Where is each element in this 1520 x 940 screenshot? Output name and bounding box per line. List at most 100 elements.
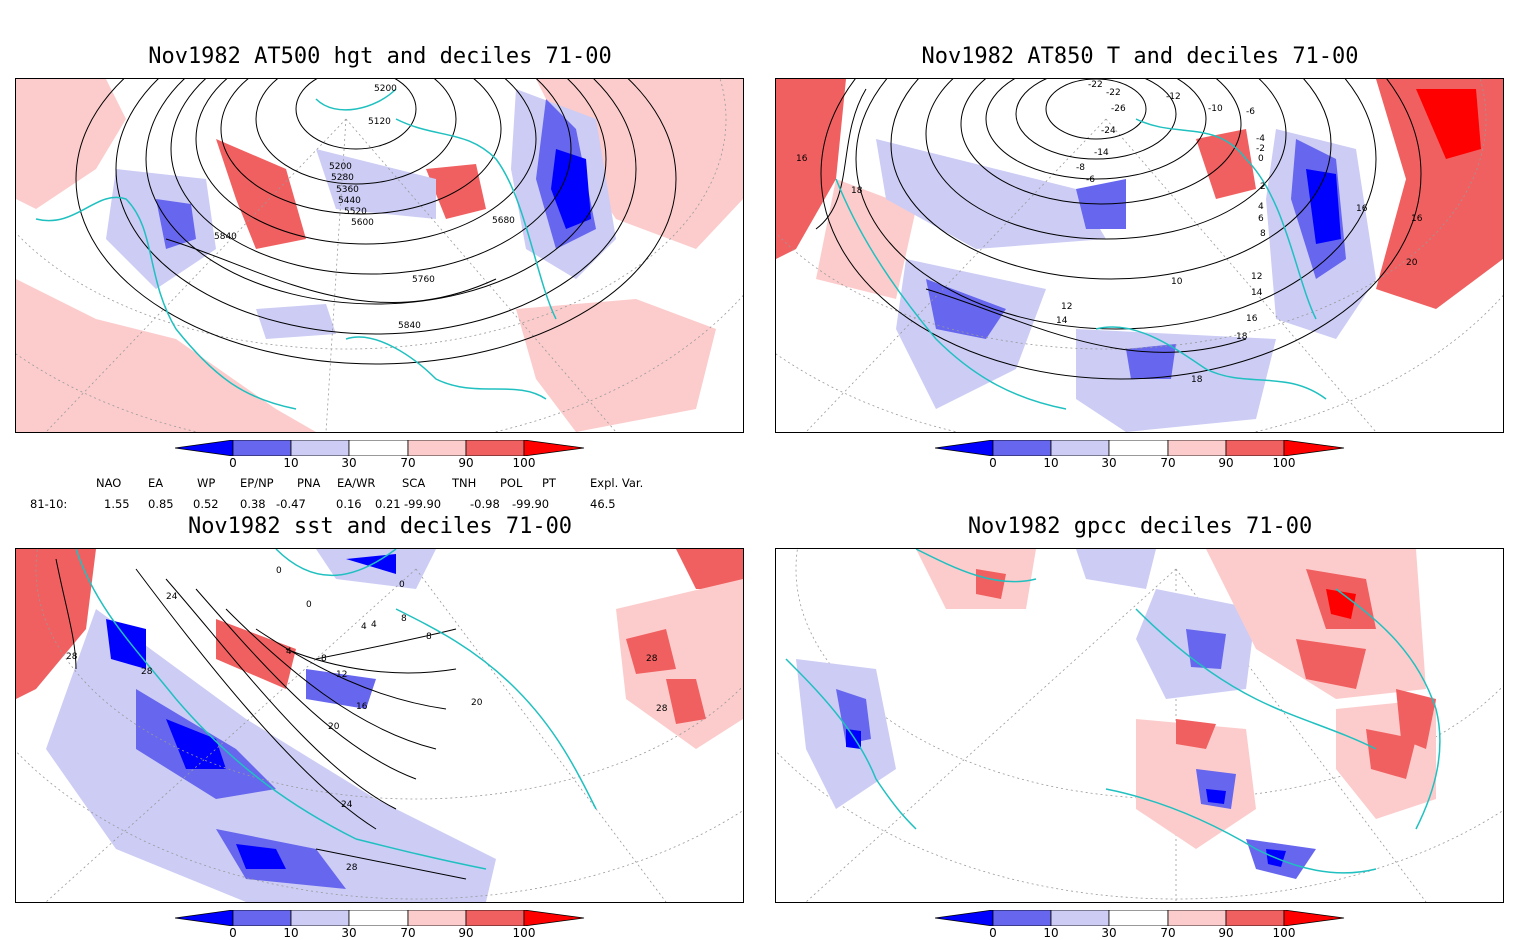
colorbar-segment bbox=[407, 910, 467, 926]
contour-label: 24 bbox=[341, 800, 353, 810]
contour-label: 16 bbox=[1356, 204, 1368, 214]
contour-label: 10 bbox=[1171, 277, 1183, 287]
colorbar-tick-label: 100 bbox=[512, 456, 536, 470]
index-header: PNA bbox=[297, 476, 321, 490]
contour-labels: 5200 5120 5200 5280 5360 5440 5520 5600 … bbox=[214, 84, 515, 331]
colorbar-tick-label: 90 bbox=[1218, 456, 1234, 470]
contour-label: 12 bbox=[1251, 272, 1262, 282]
contour-label: 16 bbox=[356, 702, 368, 712]
index-value: 0.52 bbox=[193, 497, 219, 511]
panel-title-sst: Nov1982 sst and deciles 71-00 bbox=[187, 514, 573, 539]
colorbar-segment bbox=[1167, 440, 1227, 456]
contour-label: 5760 bbox=[412, 275, 435, 285]
colorbar-tick-label: 0 bbox=[989, 456, 997, 470]
index-header: WP bbox=[197, 476, 216, 490]
colorbar-segment bbox=[290, 440, 350, 456]
contour-label: 18 bbox=[1191, 375, 1203, 385]
index-value: 0.85 bbox=[148, 497, 174, 511]
panel-title-hgt500: Nov1982 AT500 hgt and deciles 71-00 bbox=[148, 44, 612, 69]
index-header: SCA bbox=[402, 476, 426, 490]
contour-label: -22 bbox=[1106, 88, 1121, 98]
contour-label: 4 bbox=[286, 647, 292, 657]
colorbar-segment bbox=[407, 440, 467, 456]
colorbar-segment bbox=[175, 440, 234, 456]
index-value: 0.38 bbox=[240, 497, 266, 511]
index-value: 1.55 bbox=[104, 497, 130, 511]
colorbar-segment bbox=[1108, 440, 1169, 456]
contour-label: 16 bbox=[796, 154, 808, 164]
colorbar-tick-label: 100 bbox=[1272, 926, 1296, 940]
contour-label: 0 bbox=[306, 600, 312, 610]
panel-title-t850: Nov1982 AT850 T and deciles 71-00 bbox=[921, 44, 1359, 69]
contour-label: 20 bbox=[328, 722, 340, 732]
colorbar-hgt500 bbox=[175, 440, 585, 456]
contour-label: 28 bbox=[66, 652, 78, 662]
contour-label: -2 bbox=[1256, 144, 1265, 154]
colorbar-segment bbox=[992, 440, 1052, 456]
contour-label: 18 bbox=[851, 186, 863, 196]
index-header: PT bbox=[542, 476, 556, 490]
colorbar-t850 bbox=[935, 440, 1345, 456]
contour-label: 8 bbox=[321, 654, 327, 664]
colorbar-segment bbox=[523, 910, 585, 926]
contour-label: 6 bbox=[1258, 214, 1264, 224]
colorbar-tick-label: 100 bbox=[512, 926, 536, 940]
map-sst-svg: 0 0 0 4 4 8 8 12 16 20 20 24 24 28 28 28… bbox=[16, 549, 743, 902]
colorbar-gpcc bbox=[935, 910, 1345, 926]
colorbar-segment bbox=[465, 440, 525, 456]
colorbar-tick-label: 70 bbox=[400, 926, 416, 940]
colorbar-segment bbox=[992, 910, 1052, 926]
contour-label: 2 bbox=[1260, 182, 1266, 192]
colorbar-tick-label: 10 bbox=[1043, 926, 1059, 940]
colorbar-segment bbox=[348, 910, 409, 926]
contour-label: 14 bbox=[1251, 288, 1263, 298]
contour-label: 20 bbox=[1406, 258, 1418, 268]
contour-label: 20 bbox=[471, 698, 483, 708]
colorbar-segment bbox=[1225, 440, 1285, 456]
colorbar-segment bbox=[935, 440, 994, 456]
map-sst: 0 0 0 4 4 8 8 12 16 20 20 24 24 28 28 28… bbox=[15, 548, 744, 903]
contour-label: 18 bbox=[1236, 332, 1248, 342]
colorbar-tick-label: 30 bbox=[341, 456, 357, 470]
contour-label: 0 bbox=[399, 580, 405, 590]
index-header: TNH bbox=[452, 476, 477, 490]
colorbar-segment bbox=[1050, 440, 1110, 456]
colorbar-segment bbox=[1108, 910, 1169, 926]
colorbar-segment bbox=[1283, 440, 1345, 456]
index-header: EA/WR bbox=[337, 476, 376, 490]
index-value: -0.47 bbox=[276, 497, 306, 511]
contour-label: 5200 bbox=[329, 162, 352, 172]
index-value: 46.5 bbox=[590, 497, 616, 511]
colorbar-segment bbox=[1050, 910, 1110, 926]
contour-label: -14 bbox=[1094, 148, 1109, 158]
colorbar-tick-label: 0 bbox=[229, 456, 237, 470]
contour-label: 4 bbox=[1258, 202, 1264, 212]
contour-labels: 0 0 0 4 4 8 8 12 16 20 20 24 24 28 28 28… bbox=[66, 566, 668, 873]
contour-label: -6 bbox=[1086, 175, 1095, 185]
contour-label: 0 bbox=[276, 566, 282, 576]
contour-label: 5840 bbox=[398, 321, 421, 331]
contour-label: 5280 bbox=[331, 173, 354, 183]
colorbar-segment bbox=[1167, 910, 1227, 926]
contour-label: -12 bbox=[1166, 92, 1181, 102]
colorbar-tick-label: 30 bbox=[1101, 456, 1117, 470]
contour-label: 14 bbox=[1056, 316, 1068, 326]
map-gpcc bbox=[775, 548, 1504, 903]
contour-label: -22 bbox=[1088, 80, 1103, 90]
index-header: NAO bbox=[96, 476, 122, 490]
contour-label: 5520 bbox=[344, 207, 367, 217]
colorbar-segment bbox=[290, 910, 350, 926]
contour-label: -26 bbox=[1111, 104, 1126, 114]
contour-label: 12 bbox=[1061, 302, 1072, 312]
colorbar-segment bbox=[232, 910, 292, 926]
contour-label: 5680 bbox=[492, 216, 515, 226]
contour-label: -24 bbox=[1101, 126, 1116, 136]
map-hgt500-svg: 5200 5120 5200 5280 5360 5440 5520 5600 … bbox=[16, 79, 743, 432]
index-value: -99.90 bbox=[512, 497, 550, 511]
colorbar-tick-label: 100 bbox=[1272, 456, 1296, 470]
map-t850-svg: -22 -22 -26 -24 -12 -10 -6 -14 -8 -6 -4 … bbox=[776, 79, 1503, 432]
contour-labels: -22 -22 -26 -24 -12 -10 -6 -14 -8 -6 -4 … bbox=[796, 80, 1423, 385]
map-gpcc-svg bbox=[776, 549, 1503, 902]
contour-label: 12 bbox=[336, 670, 347, 680]
colorbar-tick-label: 10 bbox=[1043, 456, 1059, 470]
